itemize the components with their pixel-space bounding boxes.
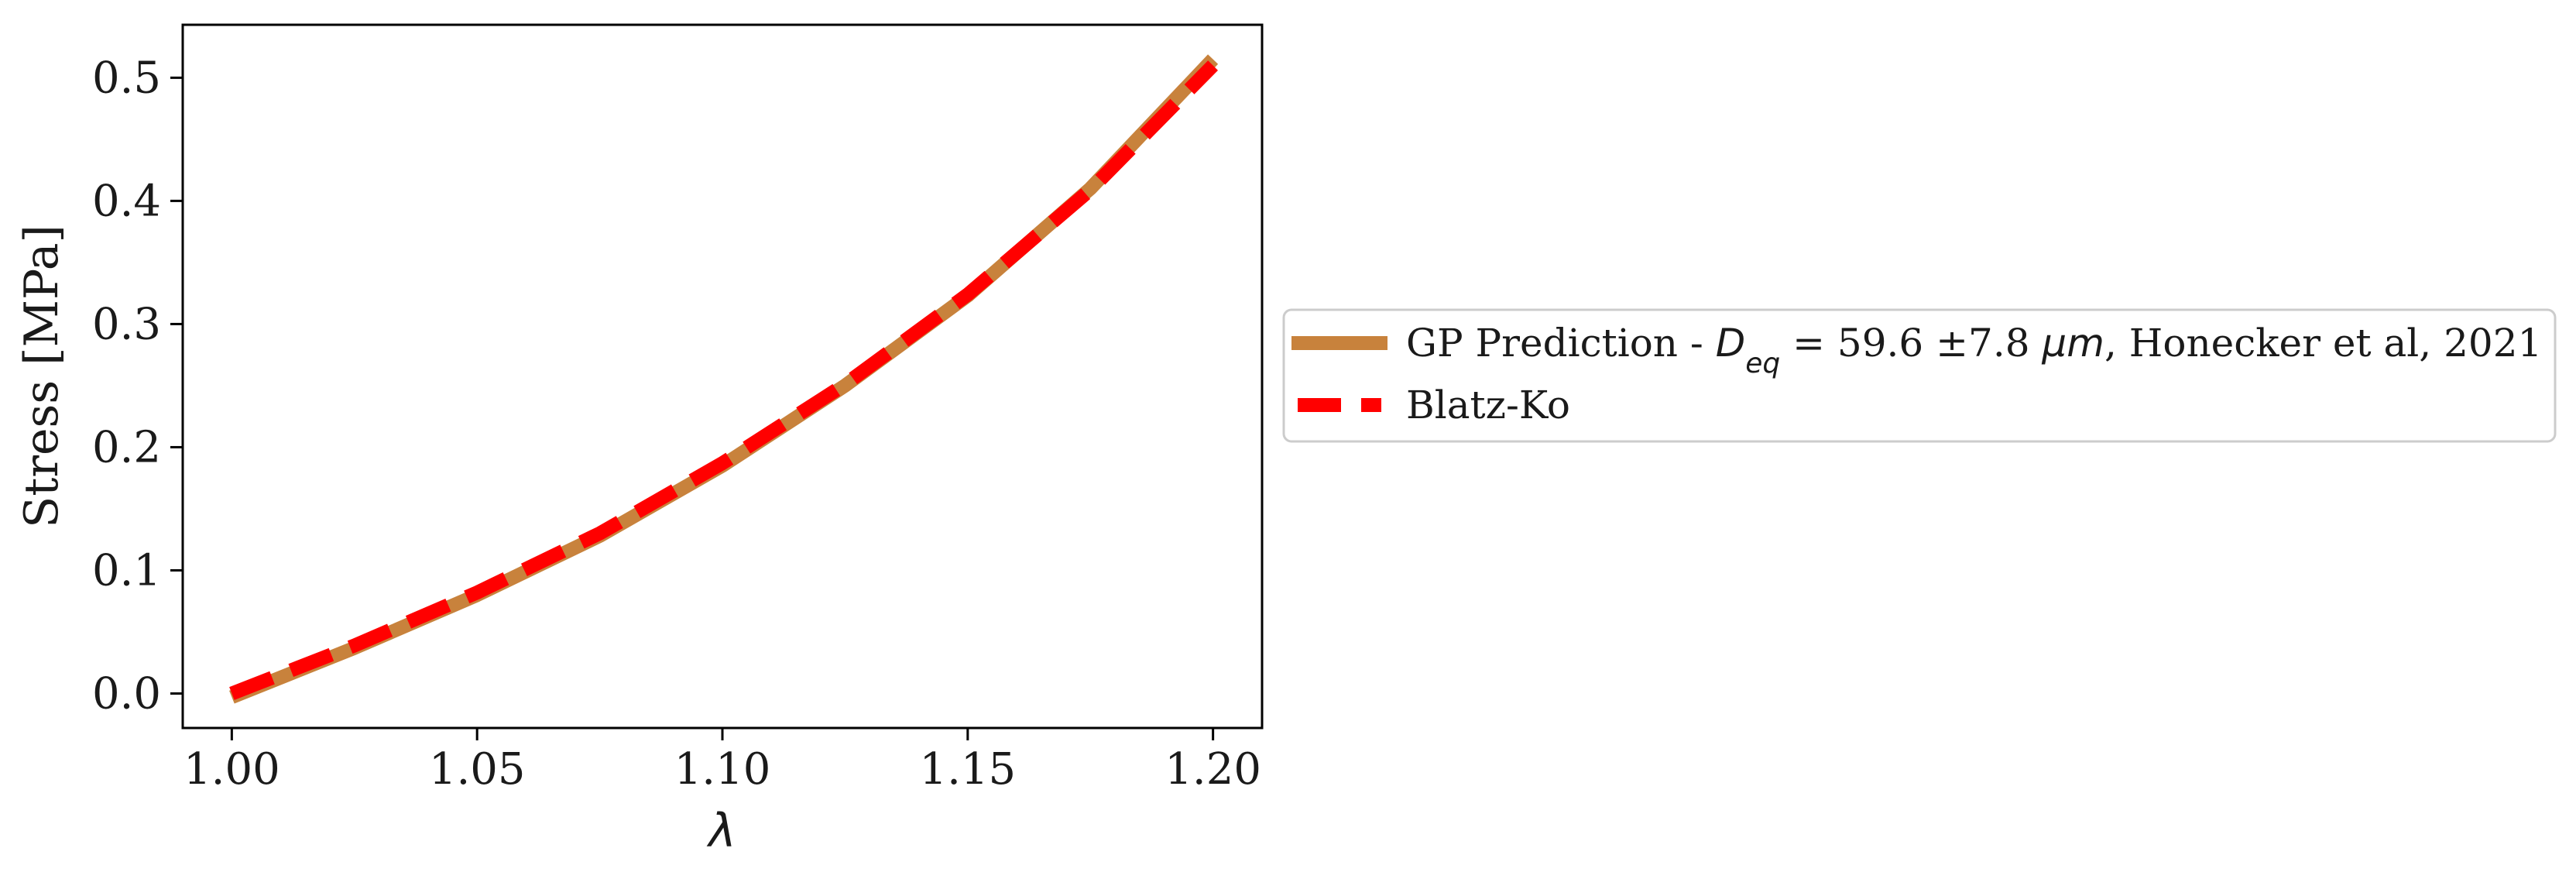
- y-axis: 0.0 0.1 0.2 0.3 0.4 0.5: [92, 53, 183, 719]
- y-tick-label: 0.2: [92, 422, 161, 472]
- x-tick-label: 1.10: [674, 744, 771, 795]
- y-tick-label: 0.3: [92, 299, 161, 349]
- y-tick-label: 0.5: [92, 53, 161, 103]
- series-line-gp-prediction: [229, 54, 1219, 704]
- plot-area: [229, 54, 1219, 704]
- x-tick-label: 1.00: [184, 744, 280, 795]
- x-tick-label: 1.20: [1165, 744, 1261, 795]
- y-tick-label: 0.0: [92, 668, 161, 719]
- x-axis: 1.00 1.05 1.10 1.15 1.20: [184, 728, 1261, 795]
- x-tick-label: 1.05: [429, 744, 526, 795]
- plot-frame: [181, 23, 1264, 730]
- legend: GP Prediction - Deq = 59.6 ±7.8 μm, Hone…: [1282, 308, 2557, 443]
- series-line-blatz-ko: [229, 60, 1219, 700]
- y-tick-label: 0.1: [92, 545, 161, 596]
- y-axis-label: Stress [MPa]: [15, 225, 69, 528]
- series-layer: [229, 54, 1219, 704]
- legend-label-blatz-ko: Blatz-Ko: [1406, 383, 1570, 427]
- x-axis-label: λ: [706, 804, 736, 858]
- y-tick-label: 0.4: [92, 176, 161, 226]
- legend-frame: [1282, 308, 2557, 443]
- legend-label-gp: GP Prediction - Deq = 59.6 ±7.8 μm, Hone…: [1406, 321, 2542, 379]
- x-tick-label: 1.15: [919, 744, 1016, 795]
